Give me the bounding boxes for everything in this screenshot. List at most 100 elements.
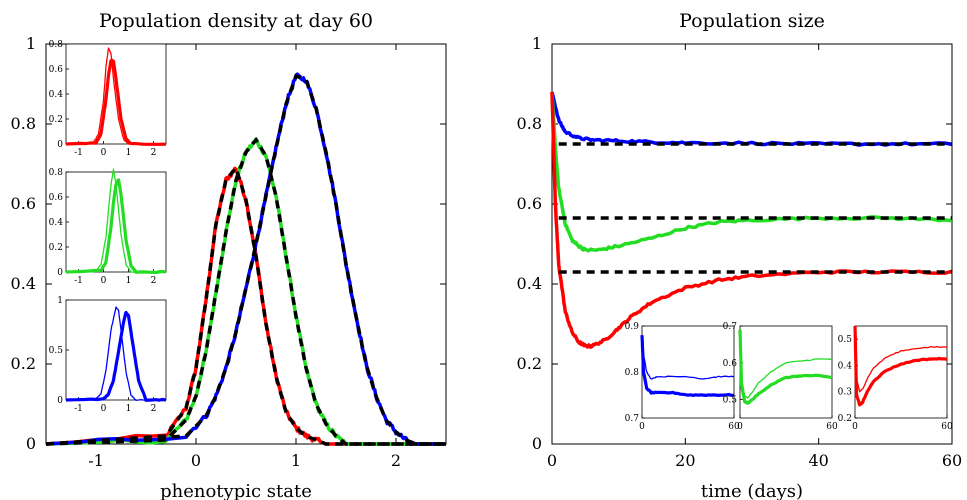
left-insets: -1 0 1 2 0 0.2 0.4 0.6 0.8 -1 0 1 2 0 0.2 0.4 0.6 0.8 -1 0 1… [49, 40, 167, 414]
inset-y-tick-label: 0 [57, 268, 63, 278]
inset-y-tick-label: 0.8 [49, 40, 64, 50]
y-tick-label: 0.6 [11, 194, 36, 213]
inset-x-tick-label: 1 [126, 276, 132, 286]
inset-x-tick-label: 2 [151, 148, 157, 158]
fit-curve-dashed [45, 137, 446, 446]
x-tick-label: 0 [547, 451, 557, 470]
fit-curve-dashed [45, 73, 446, 446]
red-inset: -1 0 1 2 0 0.2 0.4 0.6 0.8 [49, 40, 167, 158]
inset-y-tick-label: 0.5 [838, 335, 853, 345]
fit-curve-dashed [45, 164, 446, 446]
inset-x-tick-label: 0 [737, 422, 743, 432]
inset-thick-line [853, 325, 948, 407]
inset-y-tick-label: 0.2 [49, 115, 63, 125]
y-tick-label: 0.4 [11, 274, 36, 293]
y-tick-label: 0 [532, 434, 542, 453]
inset-x-tick-label: 60 [728, 422, 740, 432]
inset-y-tick-label: 0 [57, 140, 63, 150]
inset-y-tick-label: 0.4 [49, 90, 64, 100]
inset-thin-line [65, 168, 167, 274]
inset-thin-line [641, 335, 735, 380]
inset-y-tick-label: 1 [57, 296, 63, 306]
inset-thick-line [65, 178, 167, 275]
x-tick-label: -1 [88, 451, 104, 470]
red-inset: 0 60 0.2 0.3 0.4 0.5 [838, 325, 953, 432]
left-plot-frame [45, 43, 447, 445]
inset-x-tick-label: 1 [126, 148, 132, 158]
blue-inset: -1 0 1 2 0 0.5 1 [49, 296, 167, 414]
inset-thick-line [65, 58, 167, 146]
x-tick-label: 20 [675, 451, 695, 470]
x-tick-label: 40 [808, 451, 828, 470]
inset-x-tick-label: 2 [151, 276, 157, 286]
blue-inset: 0 600.70.80.9 [625, 322, 740, 432]
inset-frame [641, 325, 735, 419]
inset-frame [65, 299, 167, 401]
right-insets: 0 600.70.80.90 600.50.60.70 600.20.30.40.5 [625, 322, 953, 432]
inset-x-tick-label: -1 [74, 276, 83, 286]
right-chart: Population size time (days) 0 20 40 6000.20… [517, 10, 963, 500]
inset-x-tick-label: 0 [101, 276, 107, 286]
inset-frame [854, 325, 948, 419]
inset-y-tick-label: 0.7 [625, 414, 640, 424]
x-tick-label: 0 [191, 451, 201, 470]
inset-x-tick-label: 60 [826, 422, 838, 432]
y-tick-label: 0.6 [517, 194, 542, 213]
inset-x-tick-label: 2 [151, 404, 157, 414]
inset-y-tick-label: 0.5 [723, 396, 738, 406]
inset-y-tick-label: 0.2 [49, 243, 63, 253]
inset-thin-line [65, 47, 167, 146]
right-series [550, 91, 953, 349]
green-inset: 0 600.50.60.7 [723, 322, 838, 432]
inset-y-tick-label: 0.9 [625, 322, 640, 332]
y-tick-label: 0.8 [517, 114, 542, 133]
x-tick-label: 60 [942, 451, 962, 470]
inset-x-tick-label: -1 [74, 404, 83, 414]
inset-thick-line [738, 329, 833, 405]
left-chart: Population density at day 60 phenotypic … [11, 10, 447, 500]
inset-y-tick-label: 0 [57, 396, 63, 406]
inset-y-tick-label: 0.6 [49, 65, 64, 75]
inset-y-tick-label: 0.8 [49, 168, 64, 178]
inset-x-tick-label: 0 [639, 422, 645, 432]
inset-x-tick-label: 1 [126, 404, 132, 414]
inset-y-tick-label: 0.7 [723, 322, 738, 332]
inset-frame [739, 325, 833, 419]
y-tick-label: 0 [26, 434, 36, 453]
inset-thin-line [854, 325, 948, 393]
right-chart-title: Population size [679, 10, 825, 32]
inset-y-tick-label: 0.5 [49, 346, 64, 356]
inset-x-tick-label: -1 [74, 148, 83, 158]
green-inset: -1 0 1 2 0 0.2 0.4 0.6 0.8 [49, 168, 167, 286]
inset-thick-line [640, 335, 734, 397]
red-series-line [550, 91, 953, 349]
y-tick-label: 1 [26, 34, 36, 53]
left-chart-title: Population density at day 60 [99, 10, 373, 32]
inset-y-tick-label: 0.4 [838, 361, 853, 371]
inset-x-tick-label: 0 [852, 422, 858, 432]
inset-y-tick-label: 0.6 [49, 193, 64, 203]
inset-thick-line [65, 310, 167, 402]
inset-y-tick-label: 0.4 [49, 218, 64, 228]
green-series-line [550, 91, 953, 253]
right-plot-frame [551, 43, 953, 445]
inset-x-tick-label: 0 [101, 404, 107, 414]
left-series [45, 72, 446, 446]
y-tick-label: 1 [532, 34, 542, 53]
y-tick-label: 0.4 [517, 274, 542, 293]
x-tick-label: 1 [291, 451, 301, 470]
inset-y-tick-label: 0.2 [838, 414, 852, 424]
y-tick-label: 0.2 [517, 354, 542, 373]
inset-thin-line [65, 306, 167, 402]
y-tick-label: 0.2 [11, 354, 36, 373]
inset-y-tick-label: 0.3 [838, 388, 853, 398]
right-chart-xlabel: time (days) [701, 481, 803, 500]
inset-y-tick-label: 0.8 [625, 368, 640, 378]
x-tick-label: 2 [391, 451, 401, 470]
inset-x-tick-label: 60 [941, 422, 953, 432]
y-tick-label: 0.8 [11, 114, 36, 133]
blue-series-line [550, 91, 953, 147]
left-chart-xlabel: phenotypic state [160, 481, 312, 500]
